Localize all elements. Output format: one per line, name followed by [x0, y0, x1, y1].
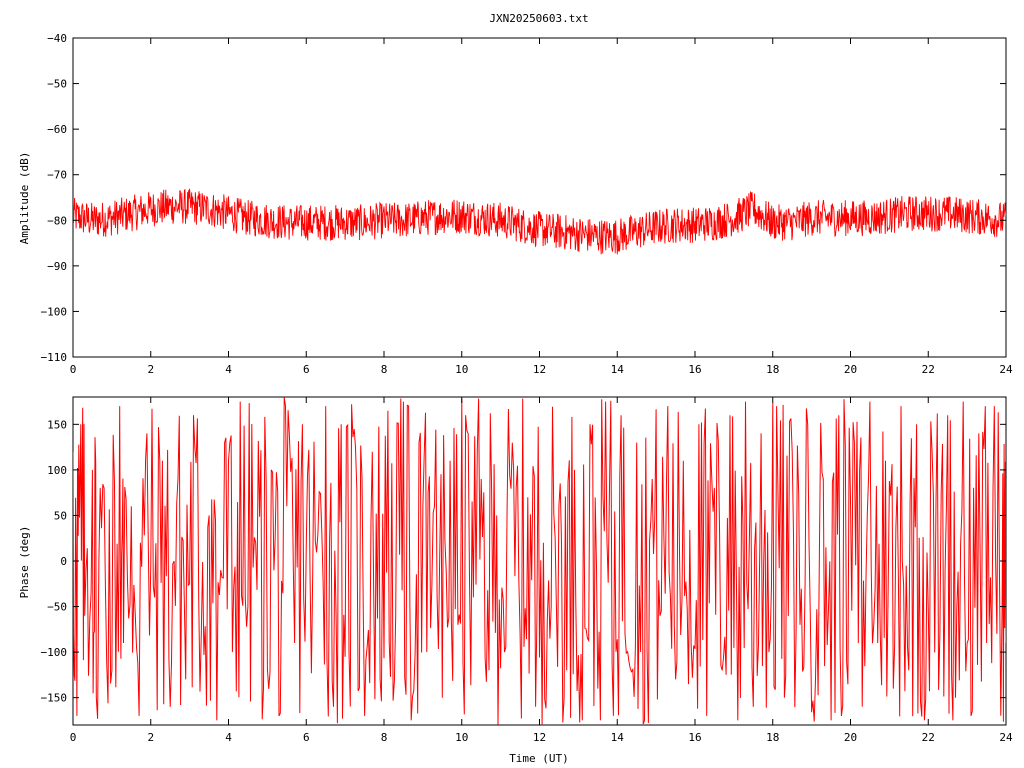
amplitude-x-tick-label: 18 [766, 363, 779, 376]
amplitude-y-tick-label: −100 [41, 305, 68, 318]
amplitude-series-group [73, 188, 1006, 255]
phase-x-tick-label: 8 [381, 731, 388, 744]
phase-x-tick-label: 10 [455, 731, 468, 744]
amplitude-y-ticks: −40 −50 −60 −70 −80 −90 −100 −110 [41, 32, 1006, 364]
phase-x-tick-label: 14 [611, 731, 625, 744]
phase-y-axis-label: Phase (deg) [18, 526, 31, 599]
amplitude-series-line [73, 188, 1006, 255]
phase-x-tick-label: 6 [303, 731, 310, 744]
amplitude-x-tick-label: 4 [225, 363, 232, 376]
x-axis-label: Time (UT) [509, 752, 569, 765]
amplitude-x-tick-label: 22 [922, 363, 935, 376]
phase-x-tick-label: 12 [533, 731, 546, 744]
amplitude-x-tick-label: 24 [999, 363, 1013, 376]
phase-x-tick-label: 18 [766, 731, 779, 744]
phase-y-tick-label: 0 [60, 555, 67, 568]
phase-y-tick-label: −150 [41, 692, 68, 705]
amplitude-y-axis-label: Amplitude (dB) [18, 152, 31, 245]
amplitude-x-tick-label: 2 [147, 363, 154, 376]
phase-y-tick-label: 150 [47, 418, 67, 431]
amplitude-y-tick-label: −50 [47, 78, 67, 91]
phase-x-ticks: 0 2 4 6 8 10 12 14 16 18 20 22 24 [70, 397, 1013, 744]
phase-x-tick-label: 4 [225, 731, 232, 744]
amplitude-x-tick-label: 12 [533, 363, 546, 376]
phase-y-tick-label: −100 [41, 646, 68, 659]
amplitude-y-tick-label: −60 [47, 123, 67, 136]
amplitude-x-tick-label: 16 [688, 363, 701, 376]
amplitude-x-tick-label: 10 [455, 363, 468, 376]
phase-y-tick-label: 50 [54, 509, 67, 522]
phase-x-tick-label: 24 [999, 731, 1013, 744]
phase-y-tick-label: −50 [47, 601, 67, 614]
chart-title: JXN20250603.txt [489, 12, 588, 25]
amplitude-y-tick-label: −40 [47, 32, 67, 45]
phase-y-tick-label: 100 [47, 464, 67, 477]
phase-x-tick-label: 2 [147, 731, 154, 744]
amplitude-x-ticks: 0 2 4 6 8 10 12 14 16 18 20 22 24 [70, 38, 1013, 376]
amplitude-y-tick-label: −90 [47, 260, 67, 273]
amplitude-x-tick-label: 14 [611, 363, 625, 376]
phase-series-line [73, 397, 1006, 725]
phase-series-group [73, 397, 1006, 725]
phase-y-ticks: 150 100 50 0 −50 −100 −150 [41, 418, 1006, 705]
amplitude-x-tick-label: 0 [70, 363, 77, 376]
amplitude-y-tick-label: −80 [47, 214, 67, 227]
amplitude-x-tick-label: 20 [844, 363, 857, 376]
amplitude-panel: −40−50−60−70−80−90−100−110 0 2 4 6 8 10 12 14 16… [18, 32, 1013, 376]
amplitude-y-tick-label: −110 [41, 351, 68, 364]
amplitude-x-tick-label: 8 [381, 363, 388, 376]
amplitude-x-tick-label: 6 [303, 363, 310, 376]
phase-x-tick-label: 0 [70, 731, 77, 744]
phase-x-tick-label: 16 [688, 731, 701, 744]
phase-x-tick-label: 20 [844, 731, 857, 744]
amplitude-y-tick-label: −70 [47, 169, 67, 182]
phase-x-tick-label: 22 [922, 731, 935, 744]
